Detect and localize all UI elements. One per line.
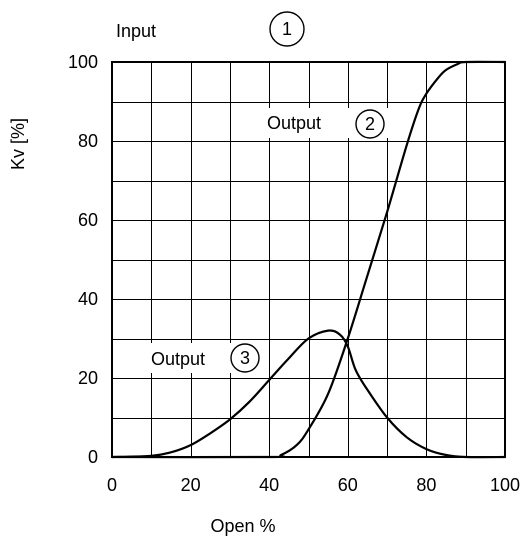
annotation-input-number-circle: [269, 11, 305, 47]
y-tick-label: 100: [68, 52, 98, 72]
x-axis-label: Open %: [210, 516, 275, 536]
annotation-output-3: Output 3: [148, 343, 266, 373]
y-tick-label: 0: [88, 447, 98, 467]
annotation-output-3-text: Output: [151, 349, 205, 369]
annotation-input: Input 1: [116, 11, 305, 47]
annotation-input-text: Input: [116, 21, 156, 41]
annotation-output-2-text: Output: [267, 113, 321, 133]
x-tick-label: 0: [107, 475, 117, 495]
plot-frame: [111, 61, 506, 458]
annotation-output-3-number-circle: [230, 343, 260, 373]
x-tick-label: 40: [259, 475, 279, 495]
annotation-output-2: Output 2: [264, 108, 390, 139]
x-tick-label: 100: [490, 475, 520, 495]
annotation-output-2-number: 2: [365, 114, 375, 134]
annotation-output-3-number: 3: [240, 348, 250, 368]
y-tick-label: 60: [78, 210, 98, 230]
y-tick-label: 80: [78, 131, 98, 151]
y-tick-label: 40: [78, 289, 98, 309]
x-tick-label: 20: [181, 475, 201, 495]
tick-labels: 0 20 40 60 80 100 0 20 40 60 80 100: [68, 52, 520, 495]
y-tick-label: 20: [78, 368, 98, 388]
annotation-output-2-number-circle: [355, 109, 385, 139]
x-tick-label: 60: [338, 475, 358, 495]
y-axis-label: Kv [%]: [8, 118, 28, 170]
x-tick-label: 80: [416, 475, 436, 495]
annotation-input-number: 1: [282, 19, 292, 39]
curves: [110, 60, 507, 459]
series-line-output2: [110, 60, 507, 459]
series-line-output3: [110, 329, 507, 459]
